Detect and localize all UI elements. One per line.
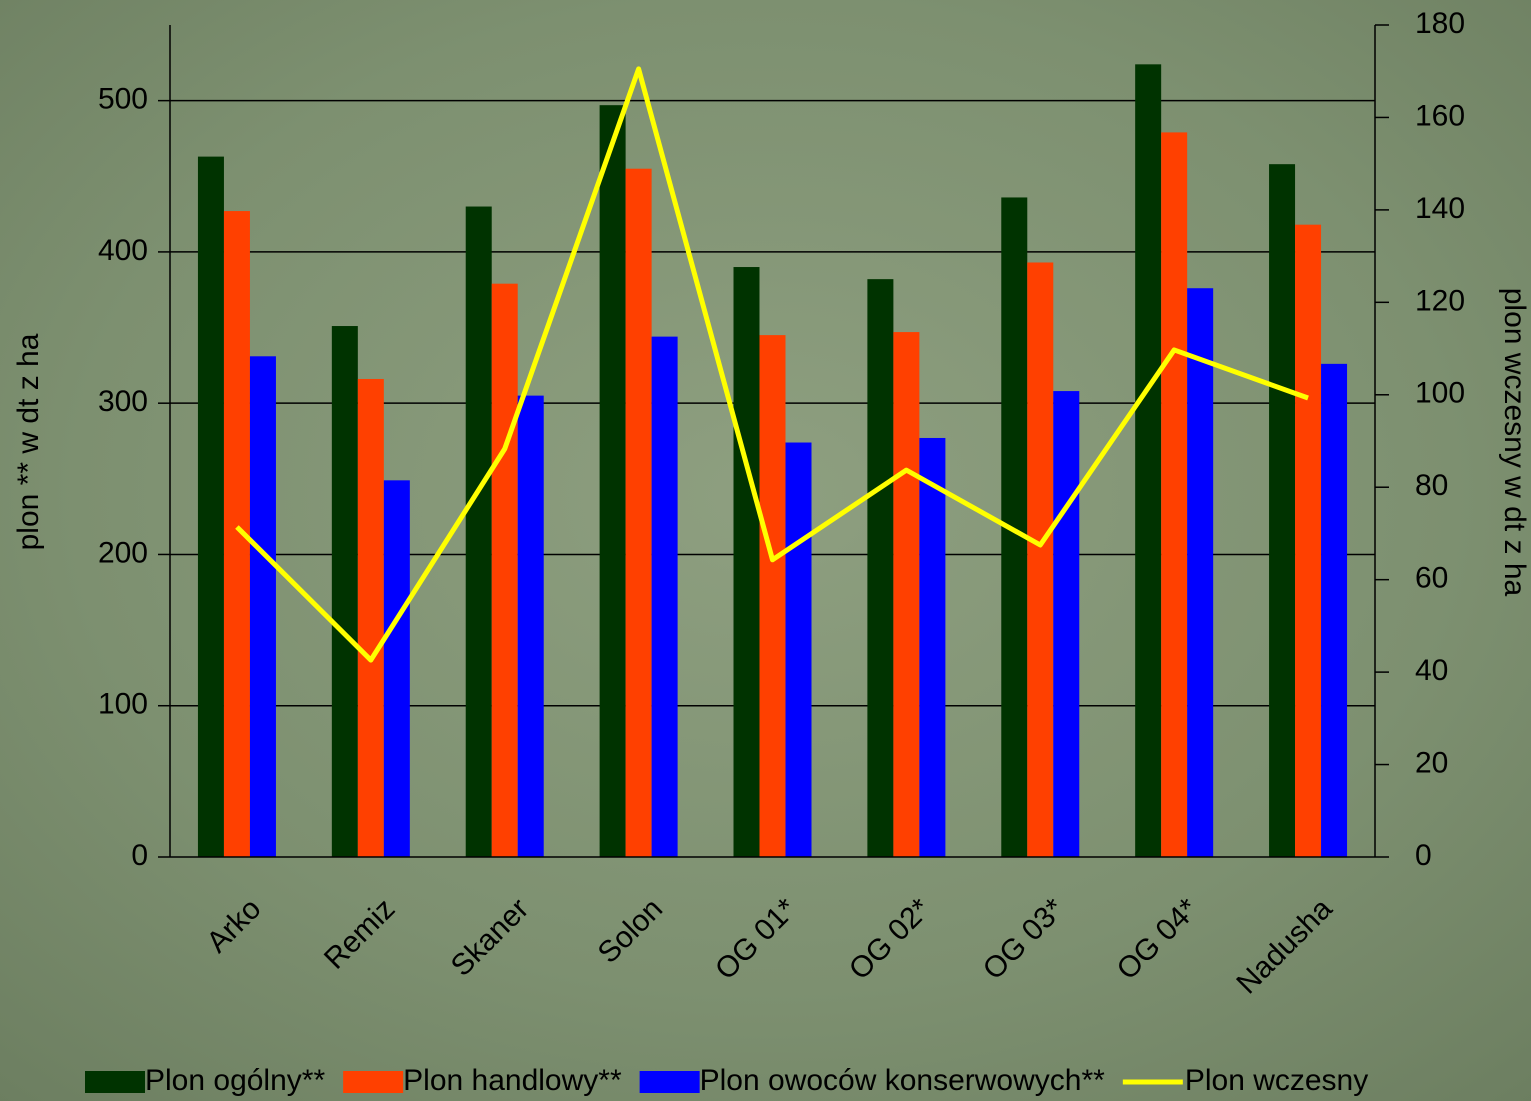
legend-swatch xyxy=(343,1071,404,1093)
y-tick-label: 200 xyxy=(98,536,148,569)
bar xyxy=(651,336,678,857)
bar xyxy=(893,332,920,858)
bar xyxy=(465,206,492,857)
legend-label: Plon ogólny** xyxy=(145,1064,325,1097)
line xyxy=(235,66,1309,663)
bar xyxy=(383,480,410,857)
bar xyxy=(1187,288,1214,857)
legend-label: Plon owoców konserwowych** xyxy=(700,1064,1106,1097)
legend-swatch xyxy=(639,1071,700,1093)
y2-tick-label: 160 xyxy=(1415,99,1465,132)
bar xyxy=(1295,224,1322,857)
bar xyxy=(1053,391,1080,857)
bar xyxy=(599,105,626,857)
bar xyxy=(1135,64,1162,857)
bar xyxy=(1161,132,1188,858)
y2-tick-label: 180 xyxy=(1415,7,1465,40)
bar xyxy=(1269,164,1296,858)
y2-tick-label: 140 xyxy=(1415,192,1465,225)
y2-tick-label: 80 xyxy=(1415,469,1448,502)
bar xyxy=(197,156,224,857)
legend-swatch xyxy=(85,1071,145,1093)
y2-tick-label: 20 xyxy=(1415,746,1448,779)
legend-label: Plon wczesny xyxy=(1185,1064,1368,1097)
bar xyxy=(625,168,652,857)
y-axis-title: plon ** w dt z ha xyxy=(12,333,45,550)
bar xyxy=(249,356,276,857)
y2-tick-label: 0 xyxy=(1415,839,1432,872)
y-tick-label: 400 xyxy=(98,234,148,267)
bar xyxy=(517,395,544,857)
bar xyxy=(357,378,384,857)
y2-tick-label: 120 xyxy=(1415,284,1465,317)
bar xyxy=(867,279,894,857)
bar xyxy=(919,437,946,857)
bar xyxy=(331,326,358,857)
y2-tick-label: 40 xyxy=(1415,654,1448,687)
y2-axis-title: plon wczesny w dt z ha xyxy=(1498,288,1531,597)
bar xyxy=(785,442,812,857)
bar xyxy=(491,283,518,857)
y-tick-label: 100 xyxy=(98,688,148,721)
y2-tick-label: 100 xyxy=(1415,377,1465,410)
bar xyxy=(1321,363,1348,857)
y2-tick-label: 60 xyxy=(1415,562,1448,595)
y-tick-label: 0 xyxy=(131,839,148,872)
legend-label: Plon handlowy** xyxy=(403,1064,622,1097)
y-tick-label: 500 xyxy=(98,83,148,116)
y-tick-label: 300 xyxy=(98,385,148,418)
bar xyxy=(733,267,760,857)
bar xyxy=(1027,262,1054,857)
bar xyxy=(759,335,786,857)
